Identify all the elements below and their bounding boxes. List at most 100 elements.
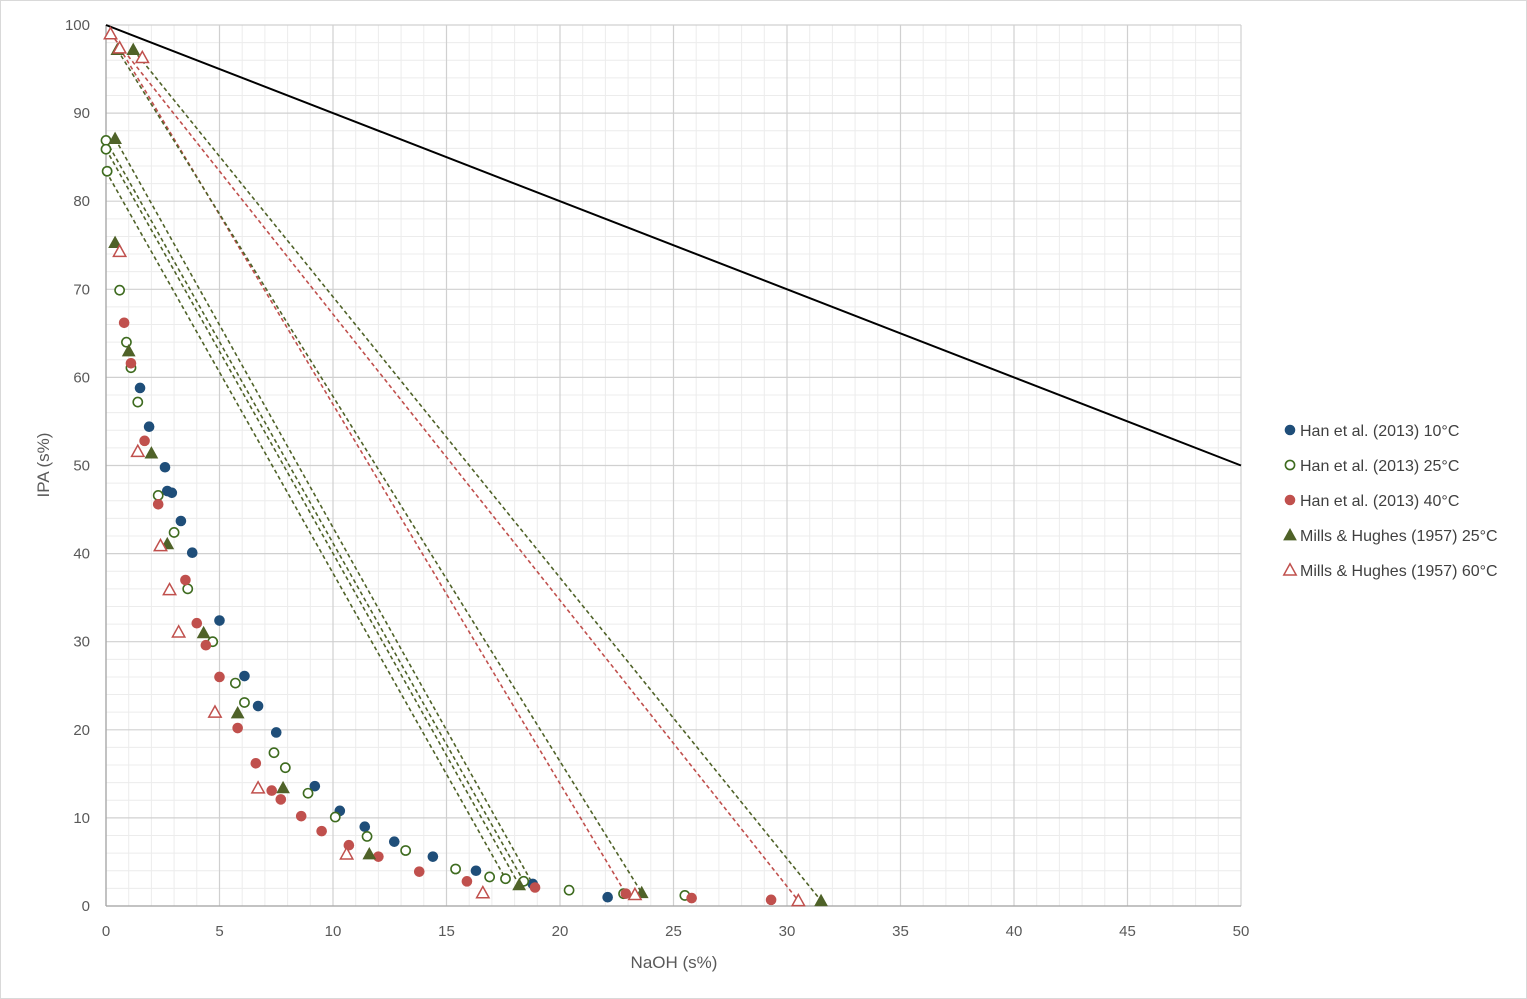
data-point-series-5	[112, 40, 128, 54]
data-point-series-3	[316, 825, 327, 837]
y-tick-label: 90	[73, 105, 90, 122]
data-point-series-3	[275, 794, 287, 805]
data-point-series-3	[191, 617, 203, 629]
data-point-series-3	[200, 639, 212, 651]
data-point-series-5	[627, 886, 643, 901]
data-point-series-2	[132, 396, 144, 408]
data-point-series-1	[270, 727, 282, 738]
data-point-series-3	[139, 435, 150, 447]
x-tick-label: 30	[779, 923, 796, 940]
data-point-series-3	[686, 892, 697, 904]
data-point-series-5	[250, 780, 266, 794]
data-point-series-3	[529, 882, 541, 893]
data-point-series-3	[125, 358, 137, 369]
data-point-series-2	[168, 527, 180, 538]
data-point-series-1	[134, 382, 146, 394]
data-point-series-5	[112, 243, 128, 258]
data-point-series-5	[130, 443, 146, 458]
data-point-series-2	[100, 143, 112, 155]
x-tick-label: 10	[325, 923, 342, 940]
data-point-series-2	[450, 863, 461, 875]
data-point-series-2	[563, 884, 575, 896]
x-tick-label: 5	[215, 923, 223, 940]
tie-line	[105, 148, 520, 886]
data-point-series-3	[250, 757, 262, 769]
legend-label: Mills & Hughes (1957) 60°C	[1300, 563, 1498, 580]
tie-line	[105, 140, 525, 882]
data-point-series-2	[182, 583, 194, 595]
legend-label: Han et al. (2013) 25°C	[1300, 458, 1459, 475]
data-point-series-1	[186, 547, 198, 559]
y-tick-label: 10	[73, 810, 90, 827]
y-tick-label: 100	[65, 17, 90, 34]
data-point-series-1	[602, 891, 613, 903]
data-point-series-3	[295, 810, 307, 822]
legend: Han et al. (2013) 10°C Han et al. (2013) …	[1282, 423, 1498, 580]
data-point-series-5	[134, 49, 150, 64]
x-tick-label: 20	[552, 923, 569, 940]
data-point-series-2	[121, 336, 132, 348]
data-point-series-4	[196, 625, 211, 639]
legend-label: Han et al. (2013) 40°C	[1300, 493, 1459, 510]
data-point-series-1	[166, 487, 178, 499]
y-tick-label: 70	[73, 281, 90, 298]
data-point-series-2	[239, 697, 250, 708]
data-point-series-2	[101, 165, 113, 177]
reference-lines	[105, 24, 1242, 902]
data-point-series-2	[400, 845, 412, 856]
reference-line	[105, 24, 1242, 467]
data-point-series-2	[279, 762, 291, 774]
data-point-series-4	[230, 706, 245, 719]
data-point-series-3	[152, 498, 164, 510]
data-point-series-4	[276, 780, 290, 794]
data-point-series-4	[144, 446, 159, 459]
data-point-series-4	[108, 235, 122, 248]
data-point-series-5	[103, 26, 119, 40]
tie-line	[109, 33, 799, 902]
data-point-series-4	[814, 893, 828, 907]
data-point-series-1	[252, 700, 264, 712]
y-tick-label: 20	[73, 722, 90, 739]
data-point-series-4	[121, 343, 136, 357]
data-point-series-4	[512, 877, 527, 891]
data-point-series-1	[239, 670, 250, 682]
data-points	[100, 26, 828, 907]
x-axis-title: NaOH (s%)	[631, 953, 718, 972]
data-point-series-1	[309, 780, 321, 792]
data-point-series-1	[427, 851, 439, 862]
data-point-series-2	[152, 490, 164, 501]
x-tick-label: 40	[1006, 923, 1023, 940]
y-axis-title: IPA (s%)	[34, 433, 53, 498]
data-point-series-3	[118, 317, 130, 329]
data-point-series-1	[214, 615, 225, 626]
y-tick-label: 60	[73, 369, 90, 386]
data-point-series-4	[126, 42, 141, 56]
data-point-series-1	[143, 421, 155, 433]
legend-marker	[1284, 494, 1296, 506]
y-tick-label: 80	[73, 193, 90, 210]
data-point-series-4	[108, 131, 122, 145]
data-point-series-3	[620, 888, 632, 899]
data-point-series-2	[361, 831, 373, 842]
data-point-series-4	[362, 846, 377, 860]
data-point-series-3	[266, 785, 278, 796]
data-point-series-5	[339, 846, 355, 860]
y-tick-label: 30	[73, 634, 90, 651]
x-tick-label: 35	[892, 923, 909, 940]
legend-marker	[1284, 424, 1296, 436]
legend-label: Mills & Hughes (1957) 25°C	[1300, 528, 1498, 545]
data-point-series-3	[232, 722, 243, 734]
data-point-series-1	[175, 515, 187, 527]
data-point-series-3	[413, 866, 425, 877]
data-point-series-1	[470, 865, 482, 877]
data-point-series-2	[229, 677, 241, 689]
tie-line	[132, 49, 822, 902]
y-tick-label: 40	[73, 546, 90, 563]
data-point-series-5	[153, 537, 168, 552]
tick-labels: 0 5 10 15 20 25 30 35 40 45 50 0 10 20 30 40 50 60 70 80 90 1…	[65, 17, 1249, 940]
data-point-series-5	[790, 892, 806, 907]
data-point-series-1	[388, 836, 400, 847]
data-point-series-2	[302, 787, 314, 799]
